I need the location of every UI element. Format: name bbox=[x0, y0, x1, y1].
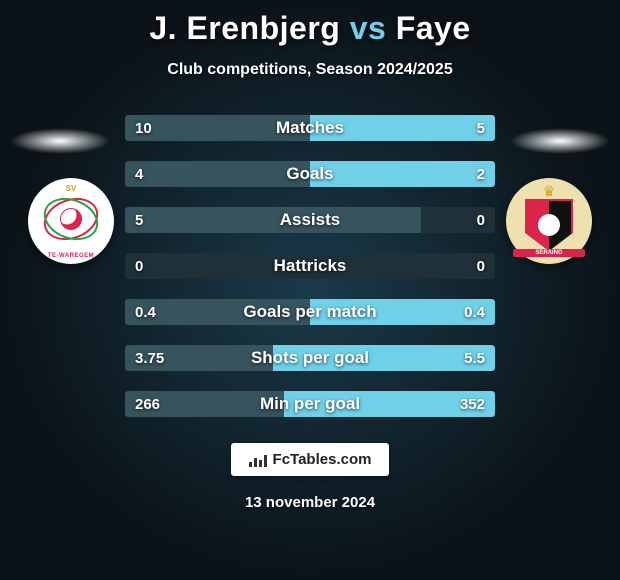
stat-label: Min per goal bbox=[125, 394, 495, 414]
stat-row: 3.755.5Shots per goal bbox=[125, 345, 495, 371]
stat-row: 0.40.4Goals per match bbox=[125, 299, 495, 325]
team-right-logo-art: ♛ SERAING bbox=[513, 185, 585, 257]
shield-icon bbox=[525, 199, 573, 251]
vs-label: vs bbox=[350, 10, 387, 46]
stat-label: Shots per goal bbox=[125, 348, 495, 368]
stat-row: 42Goals bbox=[125, 161, 495, 187]
subtitle: Club competitions, Season 2024/2025 bbox=[167, 61, 452, 79]
team-right-logo: ♛ SERAING bbox=[506, 178, 592, 264]
stat-label: Assists bbox=[125, 210, 495, 230]
team-right-banner: SERAING bbox=[513, 249, 585, 257]
team-left-logo-art: SV TE-WAREGEM bbox=[36, 186, 106, 256]
player-left-name: J. Erenbjerg bbox=[149, 10, 340, 46]
lion-icon bbox=[538, 214, 560, 236]
team-left-top-text: SV bbox=[36, 184, 106, 193]
stat-row: 266352Min per goal bbox=[125, 391, 495, 417]
stat-row: 105Matches bbox=[125, 115, 495, 141]
stat-row: 00Hattricks bbox=[125, 253, 495, 279]
bar-chart-icon bbox=[249, 453, 267, 467]
team-left-bottom-text: TE-WAREGEM bbox=[32, 253, 110, 259]
player-left-halo bbox=[10, 128, 110, 154]
player-right-halo bbox=[510, 128, 610, 154]
player-right-name: Faye bbox=[396, 10, 471, 46]
date-label: 13 november 2024 bbox=[245, 494, 375, 511]
stat-label: Matches bbox=[125, 118, 495, 138]
football-icon bbox=[60, 208, 82, 230]
stat-row: 50Assists bbox=[125, 207, 495, 233]
brand-label: FcTables.com bbox=[273, 451, 372, 468]
stats-list: 105Matches 42Goals 50Assists 00Hattricks 0.4… bbox=[125, 115, 495, 417]
stat-label: Goals bbox=[125, 164, 495, 184]
fctables-badge[interactable]: FcTables.com bbox=[231, 443, 390, 476]
page-title: J. Erenbjerg vs Faye bbox=[149, 10, 470, 47]
team-left-logo: SV TE-WAREGEM bbox=[28, 178, 114, 264]
crown-icon: ♛ bbox=[513, 183, 585, 200]
stat-label: Hattricks bbox=[125, 256, 495, 276]
stat-label: Goals per match bbox=[125, 302, 495, 322]
comparison-card: J. Erenbjerg vs Faye Club competitions, … bbox=[0, 0, 620, 580]
